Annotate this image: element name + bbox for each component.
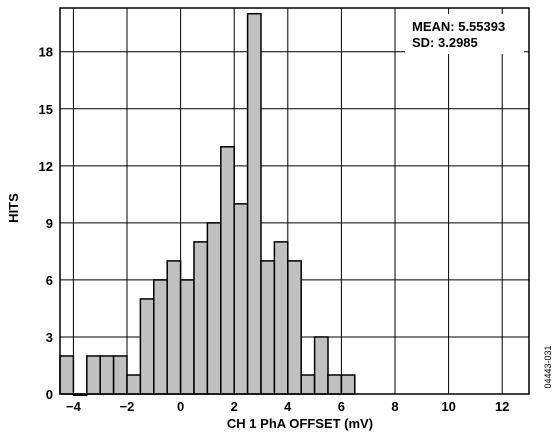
x-tick-label: 10 — [441, 399, 455, 414]
histogram-bar — [166, 260, 182, 395]
histogram-bar — [260, 260, 276, 395]
histogram-bar — [246, 12, 262, 395]
x-tick-label: −2 — [120, 399, 135, 414]
histogram-bar — [313, 336, 329, 395]
mean-annotation: MEAN: 5.55393 — [412, 19, 505, 34]
histogram-bar — [153, 279, 168, 395]
x-tick-label: −4 — [66, 399, 82, 414]
histogram-bar — [86, 355, 101, 395]
sd-annotation: SD: 3.2985 — [412, 35, 478, 50]
y-tick-label: 3 — [46, 330, 53, 345]
histogram-bar — [59, 355, 75, 395]
x-tick-label: 0 — [177, 399, 184, 414]
histogram-bar — [179, 279, 195, 395]
stats-box-background — [405, 14, 524, 54]
y-tick-label: 0 — [46, 387, 53, 402]
histogram-bar — [193, 241, 209, 395]
histogram-bar — [220, 146, 235, 395]
grid-lines — [60, 8, 529, 395]
x-tick-label: 8 — [391, 399, 398, 414]
histogram-bar — [287, 260, 302, 395]
histogram-bar — [139, 298, 155, 395]
x-tick-label: 4 — [284, 399, 292, 414]
figure-id: 04443-031 — [543, 345, 553, 388]
y-axis-ticks: 0 3 6 9 12 15 18 — [39, 45, 53, 402]
y-tick-label: 12 — [39, 159, 53, 174]
histogram-bar — [327, 374, 343, 395]
x-axis-ticks: −4 −2 0 2 4 6 8 10 12 — [66, 399, 509, 414]
histogram-bar — [340, 374, 356, 395]
x-axis-title: CH 1 PhA OFFSET (mV) — [227, 416, 373, 431]
plot-frame — [59, 7, 530, 395]
x-tick-label: 12 — [495, 399, 509, 414]
histogram-bar — [300, 374, 316, 395]
y-axis-title: HITS — [6, 193, 21, 223]
histogram-bar — [126, 374, 142, 395]
y-tick-label: 6 — [46, 273, 53, 288]
y-tick-label: 18 — [39, 45, 53, 60]
x-tick-label: 6 — [338, 399, 345, 414]
histogram-bar — [206, 222, 222, 395]
histogram-bars — [59, 12, 356, 396]
histogram-bar — [99, 355, 115, 395]
y-tick-label: 9 — [46, 216, 53, 231]
histogram-bar — [112, 355, 128, 395]
histogram-bar — [233, 203, 249, 395]
histogram-bar — [273, 241, 289, 395]
y-tick-label: 15 — [39, 102, 53, 117]
x-tick-label: 2 — [231, 399, 238, 414]
